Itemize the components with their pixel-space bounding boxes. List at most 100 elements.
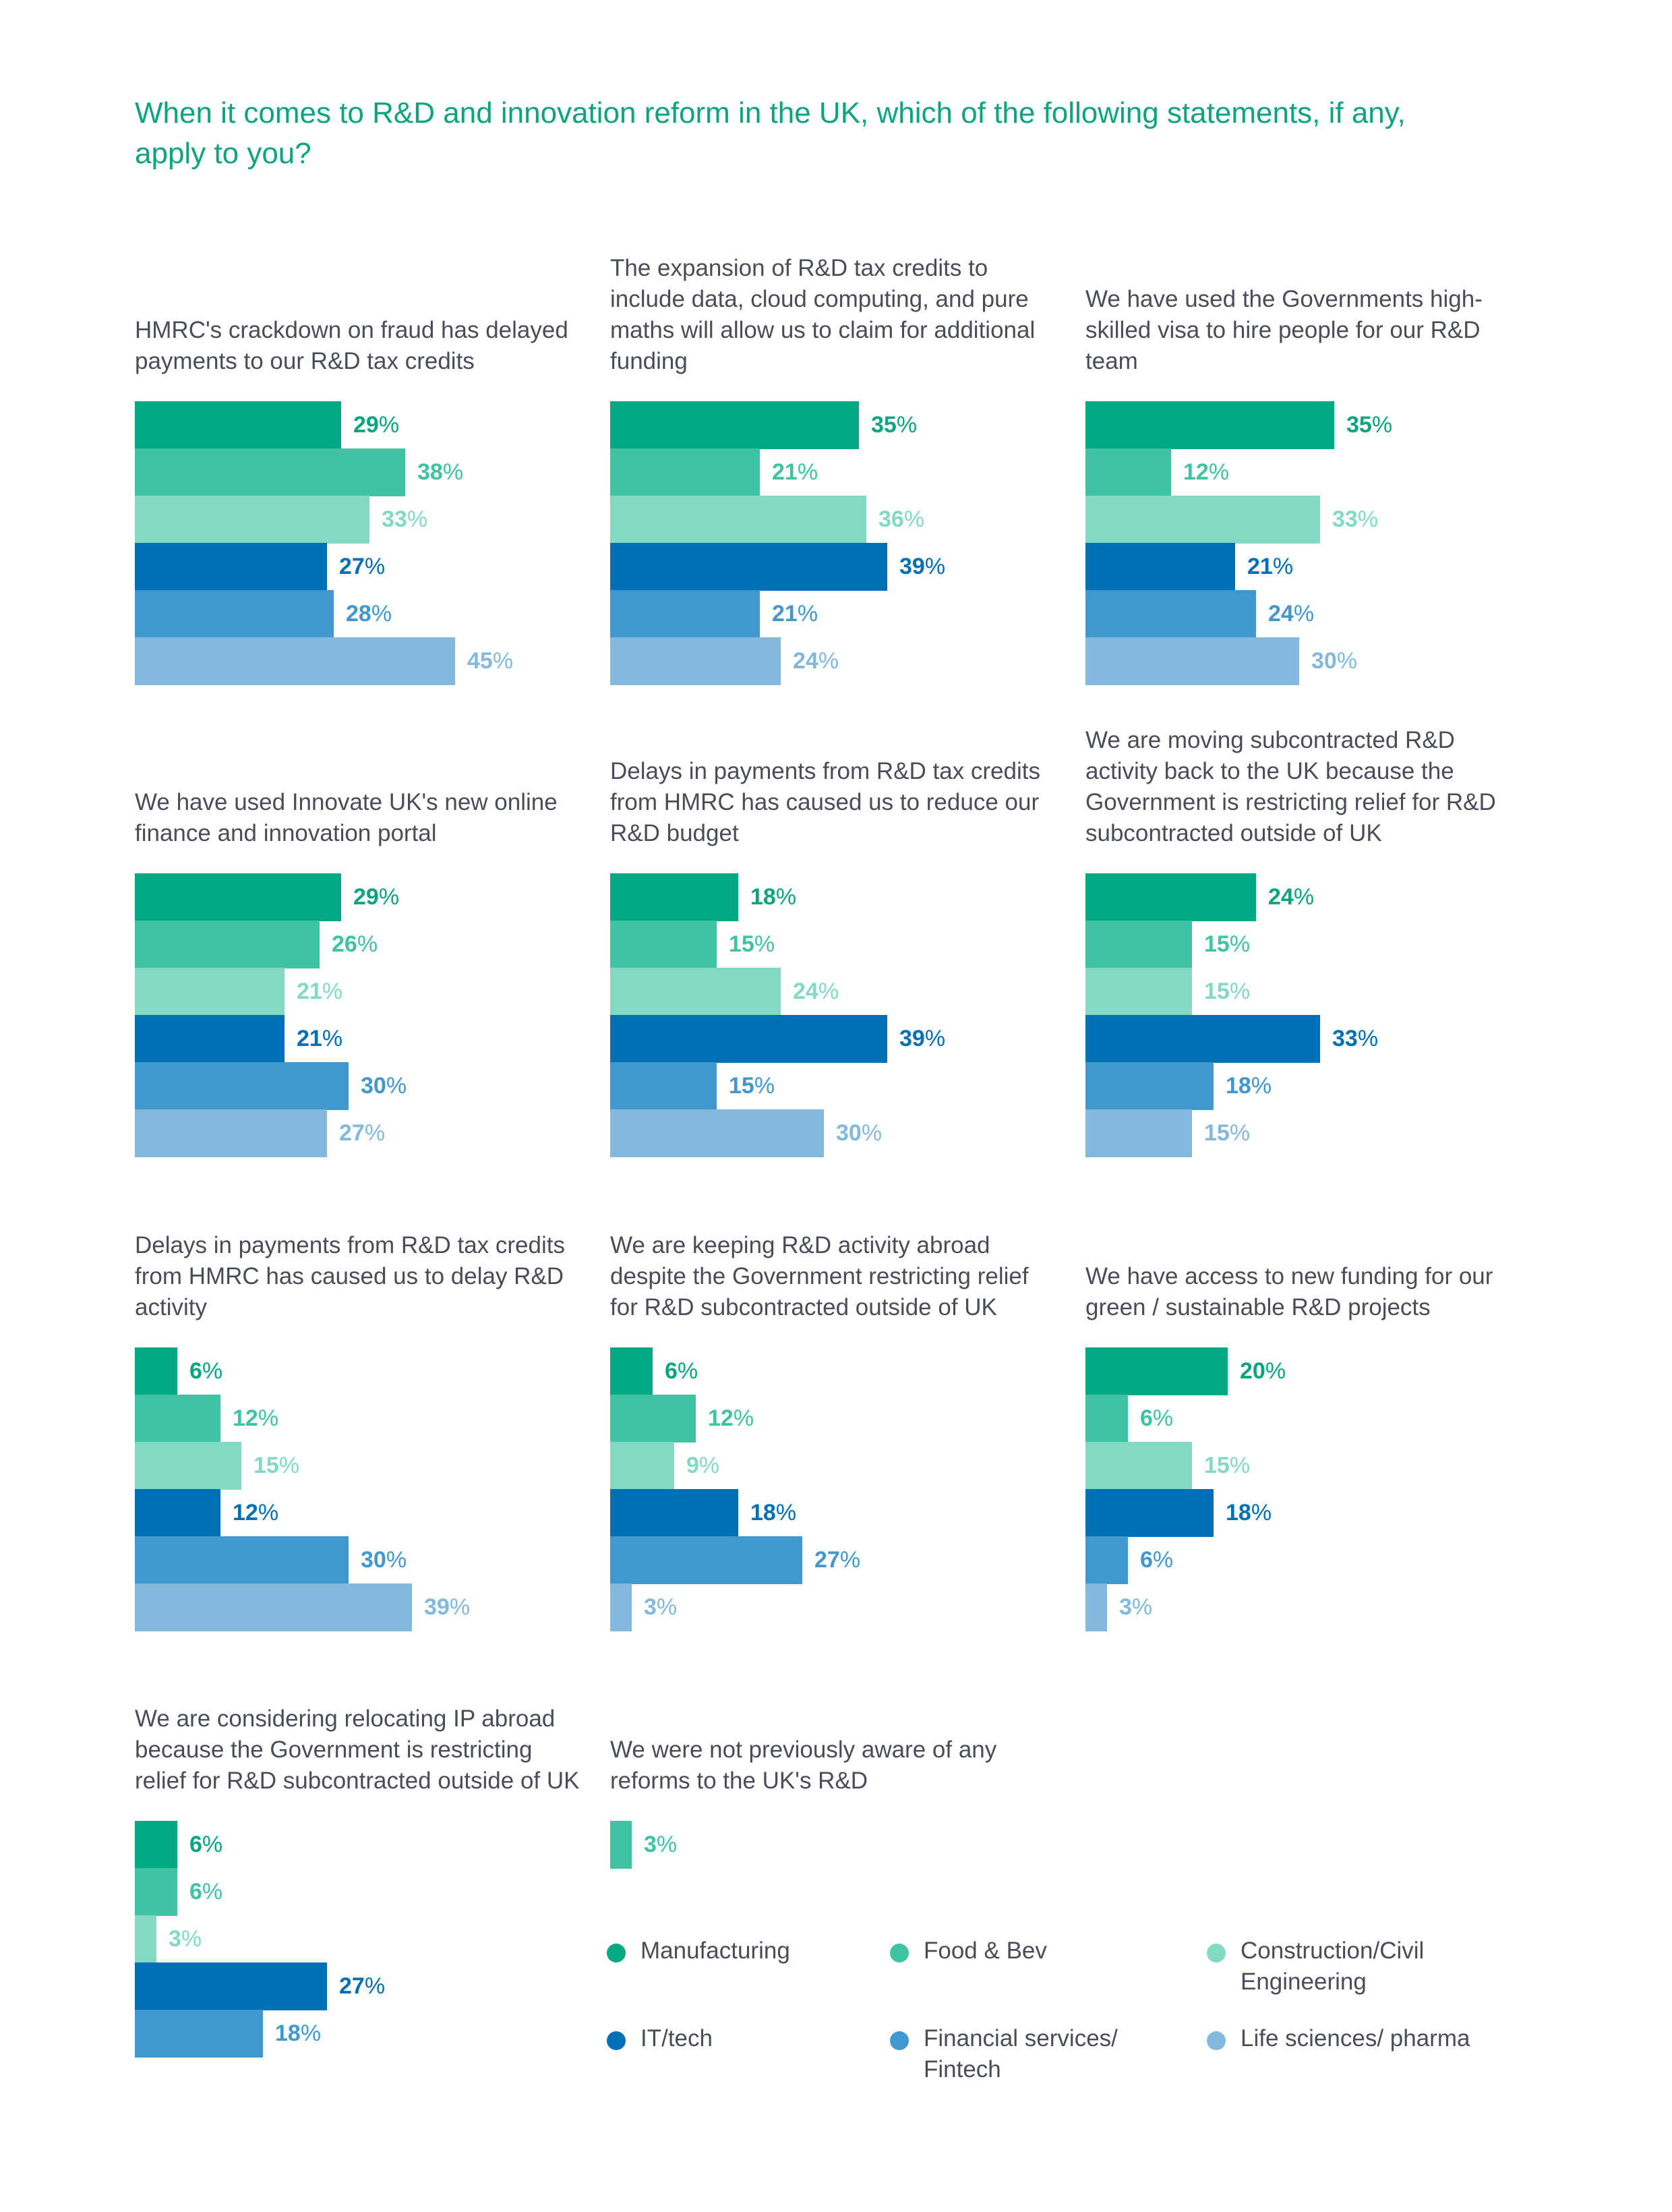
bar-value: 39 xyxy=(899,1026,925,1051)
percent-sign: % xyxy=(839,1547,861,1573)
legend-dot-icon xyxy=(607,1944,626,1962)
chart-title: HMRC's crackdown on fraud has delayed pa… xyxy=(135,317,568,374)
bar-value-label: 18% xyxy=(275,2010,321,2057)
percent-sign: % xyxy=(775,884,797,910)
bar-value: 38 xyxy=(417,459,443,485)
chart-title: Delays in payments from R&D tax credits … xyxy=(610,758,1040,846)
bar-value: 27 xyxy=(339,554,365,579)
bar xyxy=(610,401,859,449)
bar-group: 29% 38% 33% 27% 28% 45% xyxy=(135,401,580,685)
bar-value-label: 9% xyxy=(686,1442,719,1489)
bar xyxy=(135,496,369,544)
percent-sign: % xyxy=(1357,1026,1379,1051)
bar xyxy=(135,1962,327,2010)
percent-sign: % xyxy=(442,459,464,485)
bar-value-label: 6% xyxy=(1140,1536,1173,1583)
bar-value-label: 26% xyxy=(332,921,378,968)
bar-value: 29 xyxy=(353,412,379,438)
bar xyxy=(1085,873,1256,921)
bar-value: 3 xyxy=(644,1832,657,1857)
bar-value-label: 15% xyxy=(729,921,775,968)
chart-title: The expansion of R&D tax credits to incl… xyxy=(610,255,1036,374)
percent-sign: % xyxy=(492,648,514,674)
bar xyxy=(610,1442,674,1490)
bar-value: 36 xyxy=(878,506,904,532)
percent-sign: % xyxy=(818,648,839,674)
bar-value: 30 xyxy=(1311,648,1337,674)
bar xyxy=(1085,968,1192,1016)
bar-value: 27 xyxy=(339,1120,365,1146)
bar-value-label: 12% xyxy=(1183,448,1229,496)
percent-sign: % xyxy=(449,1594,471,1620)
bar-value: 29 xyxy=(353,884,379,910)
percent-sign: % xyxy=(797,601,818,627)
bar-value: 21 xyxy=(297,979,322,1004)
bar-value-label: 30% xyxy=(836,1109,882,1157)
bar-value-label: 29% xyxy=(353,401,399,448)
percent-sign: % xyxy=(322,1026,343,1051)
chart-title: We were not previously aware of any refo… xyxy=(610,1737,997,1794)
bar xyxy=(135,1821,177,1869)
bar-value-label: 35% xyxy=(1346,401,1392,448)
bar-value-label: 27% xyxy=(339,543,385,590)
bar xyxy=(135,2010,263,2058)
bar-value-label: 6% xyxy=(1140,1395,1173,1442)
chart-panel: We have access to new funding for our gr… xyxy=(1085,0,1530,1323)
bar xyxy=(135,637,455,685)
bar xyxy=(1085,1489,1214,1537)
percent-sign: % xyxy=(357,931,378,957)
bar xyxy=(610,448,760,496)
bar-value: 28 xyxy=(346,601,371,627)
percent-sign: % xyxy=(1293,884,1315,910)
percent-sign: % xyxy=(1357,506,1379,532)
bar-value: 35 xyxy=(871,412,897,438)
bar-value-label: 21% xyxy=(297,968,342,1015)
percent-sign: % xyxy=(861,1120,883,1146)
bar-value: 3 xyxy=(1119,1594,1132,1620)
percent-sign: % xyxy=(202,1358,223,1384)
bar-value-label: 12% xyxy=(233,1489,278,1536)
bar-value: 18 xyxy=(1226,1073,1251,1099)
bar-value: 15 xyxy=(729,931,754,957)
chart-title: We are keeping R&D activity abroad despi… xyxy=(610,1232,1029,1320)
bar-value: 18 xyxy=(750,1500,776,1525)
legend-dot-icon xyxy=(1207,2031,1226,2050)
bar-value-label: 39% xyxy=(899,1015,945,1062)
bar-value: 26 xyxy=(332,931,357,957)
percent-sign: % xyxy=(386,1547,407,1573)
bar-value: 12 xyxy=(233,1500,258,1525)
bar-value: 12 xyxy=(1183,459,1209,485)
percent-sign: % xyxy=(407,506,428,532)
chart-title: We are moving subcontracted R&D activity… xyxy=(1085,727,1496,846)
chart-panel: Delays in payments from R&D tax credits … xyxy=(135,0,580,1323)
percent-sign: % xyxy=(903,506,925,532)
bar-value: 39 xyxy=(899,554,925,579)
bar-value: 18 xyxy=(1226,1500,1251,1525)
bar xyxy=(1085,543,1235,591)
bar-group: 6% 6% 3% 27% 18% xyxy=(135,1821,580,2104)
chart-title: We have used the Governments high-skille… xyxy=(1085,286,1483,374)
bar-value-label: 33% xyxy=(1332,1015,1378,1062)
bar xyxy=(610,590,760,638)
bar-group: 29% 26% 21% 21% 30% 27% xyxy=(135,873,580,1157)
bar-value: 15 xyxy=(1204,979,1230,1004)
bar-value-label: 21% xyxy=(1247,543,1293,590)
bar-value-label: 36% xyxy=(878,496,924,543)
bar-value-label: 33% xyxy=(382,496,427,543)
bar-value-label: 21% xyxy=(772,590,818,637)
bar xyxy=(610,496,866,544)
percent-sign: % xyxy=(378,412,400,438)
bar xyxy=(1085,496,1320,544)
bar-value-label: 39% xyxy=(424,1583,470,1631)
percent-sign: % xyxy=(754,931,775,957)
bar-value: 18 xyxy=(750,884,776,910)
legend-label: Financial services/ Fintech xyxy=(924,2025,1118,2083)
percent-sign: % xyxy=(364,1120,386,1146)
percent-sign: % xyxy=(300,2020,322,2046)
percent-sign: % xyxy=(656,1594,678,1620)
bar-value-label: 6% xyxy=(189,1347,222,1395)
bar-value-label: 3% xyxy=(644,1583,677,1631)
percent-sign: % xyxy=(181,1926,202,1952)
legend-label: IT/tech xyxy=(640,2025,713,2051)
bar-value: 24 xyxy=(1268,601,1294,627)
